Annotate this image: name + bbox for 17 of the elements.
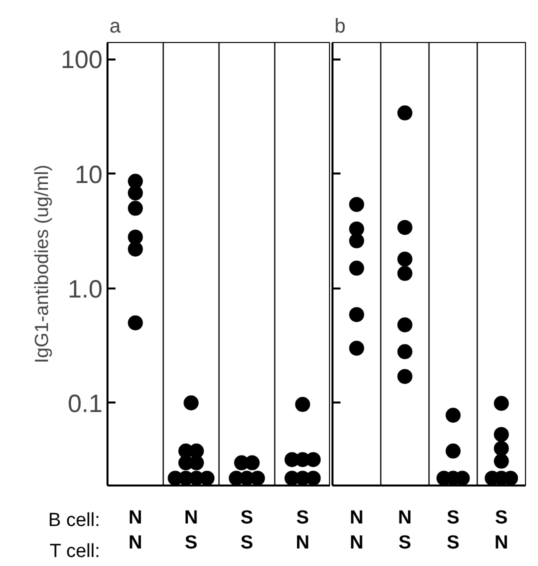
y-axis-title: IgG1-antibodies (ug/ml)	[32, 164, 53, 364]
x-tick-label: N N	[350, 508, 364, 554]
y-tick-label: 1.0	[68, 275, 103, 304]
x-tick-label: S S	[446, 508, 460, 554]
x-tick-label: N N	[128, 508, 142, 554]
y-tick-label: 0.1	[68, 390, 103, 418]
x-tick-label: N S	[398, 508, 412, 554]
y-tick-label: 10	[74, 160, 103, 189]
chart-title: a	[110, 16, 122, 38]
x-tick-label: S S	[240, 508, 254, 554]
y-tick-label: 100	[60, 46, 103, 74]
x-tick-label: S N	[296, 508, 310, 554]
x-tick-label: S N	[494, 508, 508, 554]
chart-title: b	[334, 16, 346, 38]
text: T cell:	[50, 540, 100, 564]
text: B cell:	[48, 509, 100, 533]
x-tick-label: N S	[184, 508, 198, 554]
